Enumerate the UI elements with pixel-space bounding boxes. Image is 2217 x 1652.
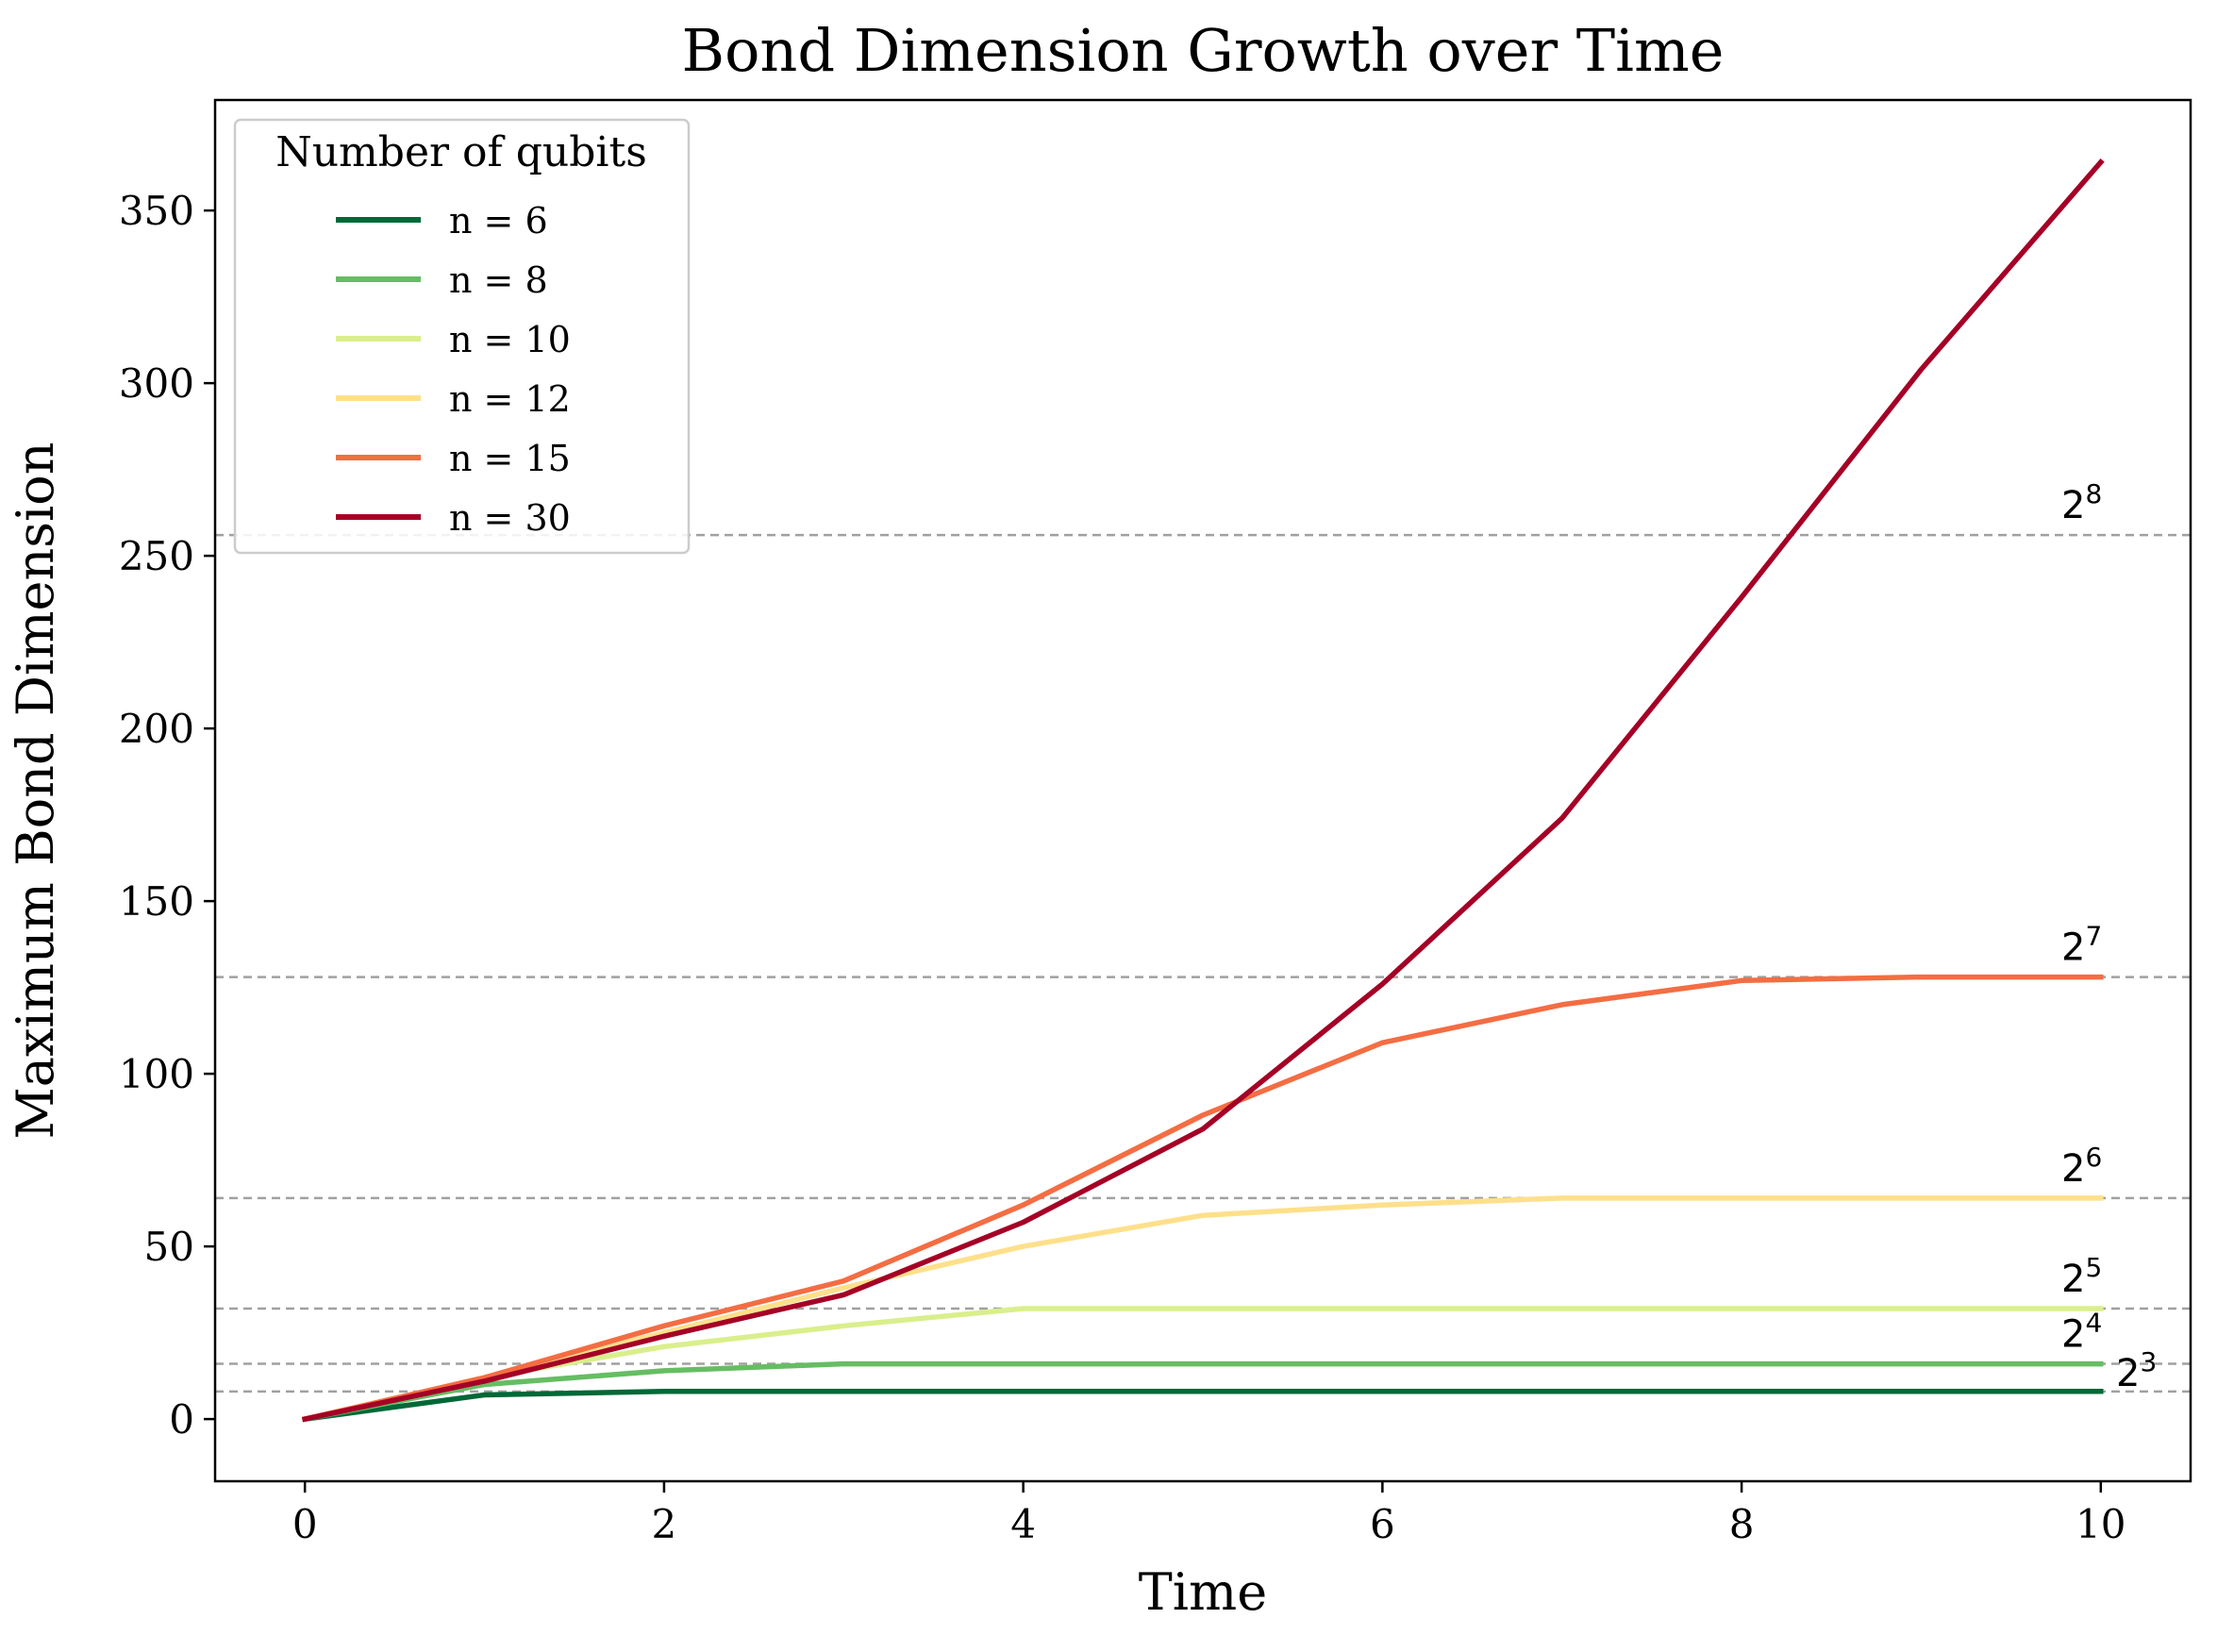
- y-tick-label-200: 200: [119, 706, 194, 752]
- plot-area: 23 24 25 26 27 28: [215, 159, 2191, 1423]
- x-tick-label-10: 10: [2075, 1501, 2125, 1547]
- y-tick-label-350: 350: [119, 188, 194, 234]
- series-line-n30: [301, 159, 2105, 1423]
- x-tick-label-0: 0: [292, 1501, 318, 1547]
- legend-label-n30: n = 30: [449, 497, 571, 539]
- reference-label-16: 24: [2061, 1308, 2102, 1357]
- y-tick-label-250: 250: [119, 533, 194, 579]
- reference-label-32: 25: [2061, 1252, 2102, 1301]
- reference-label-8: 23: [2116, 1346, 2157, 1395]
- x-tick-label-6: 6: [1370, 1501, 1395, 1547]
- series-line-n15: [301, 974, 2104, 1423]
- legend-items: n = 6 n = 8 n = 10 n = 12 n = 15 n = 30: [336, 200, 571, 539]
- reference-label-128: 27: [2061, 921, 2102, 970]
- x-tick-label-2: 2: [652, 1501, 677, 1547]
- legend-label-n10: n = 10: [449, 319, 571, 360]
- y-tick-label-100: 100: [119, 1051, 194, 1097]
- plot-frame: [213, 98, 2192, 1483]
- y-tick-label-300: 300: [119, 360, 194, 407]
- legend-label-n6: n = 6: [449, 200, 548, 242]
- y-axis-label: Maximum Bond Dimension: [6, 442, 65, 1139]
- y-tick-label-50: 50: [144, 1224, 194, 1270]
- legend: Number of qubits n = 6n = 8n = 10n = 12n…: [233, 118, 691, 555]
- legend-label-n8: n = 8: [449, 259, 548, 301]
- series-line-n8: [301, 1360, 2104, 1423]
- legend-box: [233, 118, 691, 555]
- y-tick-label-0: 0: [169, 1396, 194, 1443]
- series-line-n12: [301, 1195, 2104, 1423]
- series-line-n6: [302, 1389, 2104, 1423]
- reference-label-256: 28: [2061, 478, 2102, 527]
- legend-title: Number of qubits: [275, 128, 647, 176]
- legend-label-n12: n = 12: [449, 378, 571, 420]
- x-axis: 0 2 4 6 8 10: [292, 1481, 2126, 1547]
- y-tick-label-150: 150: [119, 878, 194, 925]
- reference-label-64: 26: [2061, 1142, 2102, 1191]
- chart-title: Bond Dimension Growth over Time: [682, 16, 1725, 85]
- series-line-n10: [301, 1306, 2104, 1423]
- x-tick-label-4: 4: [1010, 1501, 1036, 1547]
- x-tick-label-8: 8: [1729, 1501, 1755, 1547]
- x-axis-label: Time: [1139, 1562, 1267, 1622]
- y-axis: 0 50 100 150 200 250 300 350: [119, 188, 215, 1443]
- legend-label-n15: n = 15: [449, 438, 571, 479]
